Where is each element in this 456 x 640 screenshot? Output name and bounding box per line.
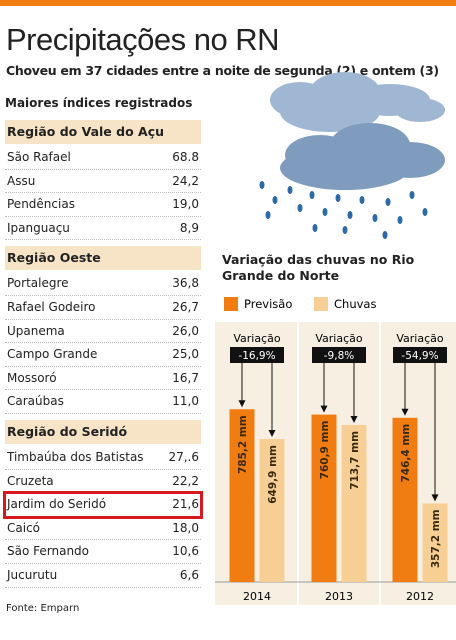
table-row: Campo Grande 25,0 [5,343,201,367]
table-row: Assu 24,2 [5,170,201,194]
region: Região Oeste Portalegre 36,8 Rafael Godeiro… [5,246,201,414]
city: Portalegre [7,276,69,291]
value-label: 785,2 mm [237,415,249,474]
title: Precipitações no RN [6,22,280,57]
x-tick-label: 2013 [325,590,353,603]
table-row: Jardim do Seridó 21,6 [3,491,203,519]
annotation-label: Variação [315,332,363,345]
rainfall: 26,0 [172,323,199,338]
chart-title: Variação das chuvas no Rio Grande do Nor… [222,252,415,283]
city: Caraúbas [7,394,64,409]
arrow-head [238,400,246,408]
table-row: Timbaúba dos Batistas 27,.6 [5,446,201,470]
annotation-box [312,347,366,363]
city: Ipanguaçu [7,220,70,235]
city: Jucurutu [7,567,58,582]
rainfall: 27,.6 [168,449,199,464]
table-row: Cruzeta 22,2 [5,470,201,494]
legend-label: Previsão [244,297,292,311]
bar [392,417,418,582]
bar [259,439,285,582]
rainfall: 8,9 [179,220,199,235]
city: São Rafael [7,150,71,164]
rainfall: 10,6 [172,544,199,559]
rainfall: 24,2 [172,173,199,188]
rainfall: 16,7 [172,370,199,385]
bar [341,424,367,582]
city: Upanema [7,323,65,338]
rainfall: 25,0 [172,347,199,362]
legend-swatch [224,297,238,311]
table-row: Pendências 19,0 [5,193,201,217]
table: Maiores índices registrados Região do Va… [3,92,203,588]
table-row: São Fernando 10,6 [5,540,201,564]
rainfall: 22,2 [172,473,199,488]
rainfall: 36,8 [172,276,199,291]
arrow-head [401,408,409,416]
legend-swatch [314,297,328,311]
annotation-box [393,347,447,363]
annotation-text: -54,9% [401,350,438,362]
annotation-label: Variação [396,332,444,345]
value-label: 746,4 mm [400,424,412,483]
source: Fonte: Emparn [6,603,80,614]
table-row: Rafael Godeiro 26,7 [5,296,201,320]
table-row: Caicó 18,0 [5,517,201,541]
rainfall: 68.8 [172,150,199,164]
top-bar [0,0,456,6]
table-row: Upanema 26,0 [5,320,201,344]
rainfall: 19,0 [172,197,199,212]
table-row: Portalegre 36,8 [5,272,201,296]
x-tick-label: 2014 [243,590,271,603]
region-name: Região Oeste [5,246,201,271]
arrow-head [431,494,439,502]
city: Mossoró [7,370,57,385]
region: Região do Seridó Timbaúba dos Batistas 27,… [3,419,203,588]
cloud-illustration [259,72,445,239]
city: Jardim do Seridó [7,497,107,512]
rainfall: 21,6 [172,497,199,512]
rainfall: 6,6 [179,567,199,582]
value-label: 357,2 mm [430,509,442,568]
arrow-head [350,415,358,423]
city: Campo Grande [7,347,98,362]
table-title: Maiores índices registrados [5,96,193,110]
value-label: 760,9 mm [319,421,331,480]
annotation-box [230,347,284,363]
table-row: Caraúbas 11,0 [5,390,201,414]
annotation-text: -9,8% [324,350,354,362]
city: São Fernando [7,544,90,559]
value-label: 713,7 mm [349,431,361,490]
arrow-head [320,405,328,413]
x-tick-label: 2012 [406,590,434,603]
rainfall: 26,7 [172,299,199,314]
table-row: Jucurutu 6,6 [5,564,201,588]
city: Assu [7,173,36,188]
bar [229,409,255,582]
region-name: Região do Vale do Açu [5,120,201,144]
region-name: Região do Seridó [5,419,201,444]
table-row: Mossoró 16,7 [5,367,201,391]
table-row: São Rafael 68.8 [5,146,201,170]
bar [311,414,337,582]
rainfall: 11,0 [172,394,199,409]
annotation-text: -16,9% [238,350,275,362]
legend-label: Chuvas [334,297,376,311]
bar [422,503,448,582]
arrow-head [268,430,276,438]
city: Caicó [7,520,41,535]
rainfall: 18,0 [172,520,199,535]
city: Timbaúba dos Batistas [7,449,144,464]
annotation-label: Variação [233,332,281,345]
city: Rafael Godeiro [7,299,96,314]
value-label: 649,9 mm [267,445,279,504]
table-row: Ipanguaçu 8,9 [5,217,201,241]
region: Região do Vale do Açu São Rafael 68.8 Assu 2… [5,120,201,241]
city: Pendências [7,197,75,212]
city: Cruzeta [7,473,54,488]
